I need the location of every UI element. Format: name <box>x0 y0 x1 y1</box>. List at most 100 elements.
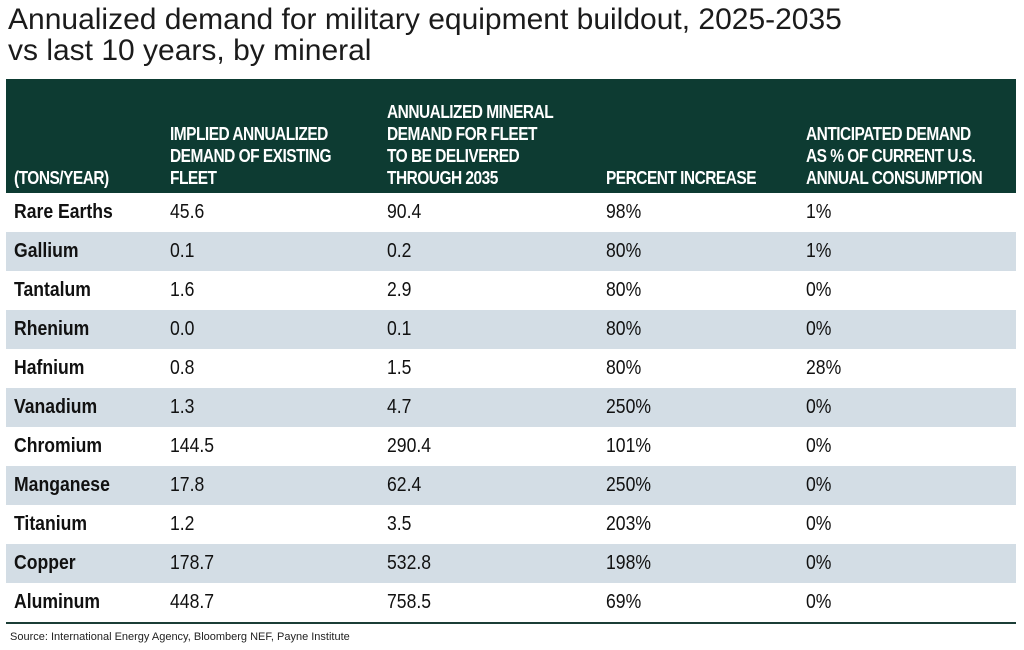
cell-value: 80% <box>606 240 642 262</box>
mineral-name-cell: Copper <box>6 544 162 583</box>
table-header-row: (TONS/YEAR) IMPLIED ANNUALIZED DEMAND OF … <box>6 79 1016 193</box>
value-cell: 101% <box>598 427 798 466</box>
cell-value: 0% <box>806 318 832 340</box>
mineral-name-cell: Rhenium <box>6 310 162 349</box>
table-body: Rare Earths 45.6 90.4 98% 1% Gallium 0.1 0.2 80%… <box>6 193 1016 622</box>
value-cell: 290.4 <box>379 427 598 466</box>
cell-value: 758.5 <box>387 591 432 613</box>
value-cell: 178.7 <box>162 544 379 583</box>
header-cell-new-fleet: ANNUALIZED MINERAL DEMAND FOR FLEET TO BE … <box>379 79 598 193</box>
cell-value: 90.4 <box>387 201 422 223</box>
cell-value: 250% <box>606 474 652 496</box>
mineral-name-cell: Titanium <box>6 505 162 544</box>
source-note: Source: International Energy Agency, Blo… <box>10 631 350 643</box>
value-cell: 69% <box>598 583 798 622</box>
cell-value: 17.8 <box>170 474 205 496</box>
value-cell: 1.6 <box>162 271 379 310</box>
mineral-name-cell: Hafnium <box>6 349 162 388</box>
value-cell: 0% <box>798 544 1016 583</box>
value-cell: 1% <box>798 232 1016 271</box>
header-label: ANTICIPATED DEMAND AS % OF CURRENT U.S. AN… <box>806 124 983 188</box>
header-cell-us-consumption: ANTICIPATED DEMAND AS % OF CURRENT U.S. AN… <box>798 79 1016 193</box>
value-cell: 17.8 <box>162 466 379 505</box>
value-cell: 0.2 <box>379 232 598 271</box>
table-row: Rare Earths 45.6 90.4 98% 1% <box>6 193 1016 232</box>
value-cell: 90.4 <box>379 193 598 232</box>
page-title: Annualized demand for military equipment… <box>8 4 842 66</box>
table-row: Aluminum 448.7 758.5 69% 0% <box>6 583 1016 622</box>
cell-value: 80% <box>606 318 642 340</box>
value-cell: 144.5 <box>162 427 379 466</box>
cell-value: 0% <box>806 474 832 496</box>
cell-value: 4.7 <box>387 396 412 418</box>
mineral-demand-table: (TONS/YEAR) IMPLIED ANNUALIZED DEMAND OF … <box>6 79 1016 622</box>
cell-value: 62.4 <box>387 474 422 496</box>
table-row: Chromium 144.5 290.4 101% 0% <box>6 427 1016 466</box>
value-cell: 0.8 <box>162 349 379 388</box>
cell-value: 1.5 <box>387 357 412 379</box>
mineral-name: Rare Earths <box>14 201 113 223</box>
value-cell: 80% <box>598 271 798 310</box>
title-line-1: Annualized demand for military equipment… <box>8 3 842 36</box>
value-cell: 62.4 <box>379 466 598 505</box>
header-label: IMPLIED ANNUALIZED DEMAND OF EXISTING FLEE… <box>170 124 332 188</box>
value-cell: 80% <box>598 349 798 388</box>
mineral-name: Aluminum <box>14 591 101 613</box>
cell-value: 3.5 <box>387 513 412 535</box>
value-cell: 80% <box>598 310 798 349</box>
value-cell: 98% <box>598 193 798 232</box>
mineral-name-cell: Rare Earths <box>6 193 162 232</box>
cell-value: 0.8 <box>170 357 195 379</box>
cell-value: 80% <box>606 357 642 379</box>
mineral-name-cell: Chromium <box>6 427 162 466</box>
cell-value: 0% <box>806 435 832 457</box>
table-row: Hafnium 0.8 1.5 80% 28% <box>6 349 1016 388</box>
mineral-name-cell: Aluminum <box>6 583 162 622</box>
value-cell: 0% <box>798 505 1016 544</box>
value-cell: 28% <box>798 349 1016 388</box>
cell-value: 0.1 <box>387 318 412 340</box>
mineral-name: Hafnium <box>14 357 85 379</box>
value-cell: 203% <box>598 505 798 544</box>
mineral-name: Gallium <box>14 240 79 262</box>
header-cell-existing-fleet: IMPLIED ANNUALIZED DEMAND OF EXISTING FLEE… <box>162 79 379 193</box>
cell-value: 178.7 <box>170 552 215 574</box>
cell-value: 0% <box>806 513 832 535</box>
value-cell: 1% <box>798 193 1016 232</box>
header-label: ANNUALIZED MINERAL DEMAND FOR FLEET TO BE … <box>387 102 554 188</box>
value-cell: 1.5 <box>379 349 598 388</box>
mineral-name: Titanium <box>14 513 88 535</box>
mineral-name-cell: Gallium <box>6 232 162 271</box>
value-cell: 80% <box>598 232 798 271</box>
table-row: Copper 178.7 532.8 198% 0% <box>6 544 1016 583</box>
mineral-name-cell: Vanadium <box>6 388 162 427</box>
table-bottom-rule <box>6 622 1016 624</box>
cell-value: 198% <box>606 552 652 574</box>
cell-value: 1% <box>806 201 832 223</box>
value-cell: 0% <box>798 271 1016 310</box>
cell-value: 2.9 <box>387 279 412 301</box>
value-cell: 758.5 <box>379 583 598 622</box>
mineral-name-cell: Manganese <box>6 466 162 505</box>
cell-value: 1% <box>806 240 832 262</box>
value-cell: 448.7 <box>162 583 379 622</box>
cell-value: 1.2 <box>170 513 195 535</box>
table-row: Gallium 0.1 0.2 80% 1% <box>6 232 1016 271</box>
table-row: Titanium 1.2 3.5 203% 0% <box>6 505 1016 544</box>
value-cell: 0% <box>798 388 1016 427</box>
value-cell: 3.5 <box>379 505 598 544</box>
cell-value: 28% <box>806 357 842 379</box>
table-container: (TONS/YEAR) IMPLIED ANNUALIZED DEMAND OF … <box>6 79 1016 624</box>
value-cell: 250% <box>598 388 798 427</box>
value-cell: 198% <box>598 544 798 583</box>
cell-value: 250% <box>606 396 652 418</box>
cell-value: 69% <box>606 591 642 613</box>
cell-value: 1.3 <box>170 396 195 418</box>
value-cell: 0.0 <box>162 310 379 349</box>
table-row: Vanadium 1.3 4.7 250% 0% <box>6 388 1016 427</box>
cell-value: 448.7 <box>170 591 215 613</box>
mineral-name: Chromium <box>14 435 102 457</box>
cell-value: 0.1 <box>170 240 195 262</box>
cell-value: 101% <box>606 435 652 457</box>
cell-value: 290.4 <box>387 435 432 457</box>
